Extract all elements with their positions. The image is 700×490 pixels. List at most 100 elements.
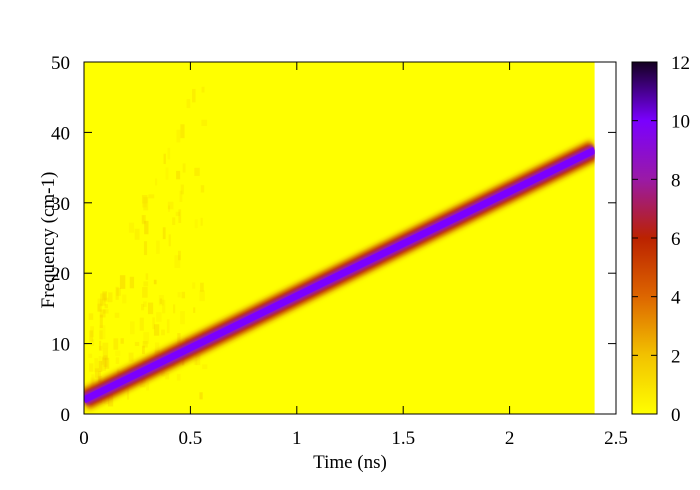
noise-cell bbox=[147, 302, 154, 315]
colorbar-tick-label: 4 bbox=[671, 288, 681, 309]
noise-cell bbox=[113, 338, 119, 350]
noise-cell bbox=[144, 220, 149, 235]
colorbar-axis: 0 2 4 6 8 10 12 bbox=[632, 53, 690, 426]
noise-cell bbox=[122, 294, 127, 304]
noise-cell bbox=[139, 377, 146, 388]
noise-cell bbox=[108, 292, 113, 303]
noise-cell bbox=[201, 119, 208, 126]
noise-cell bbox=[177, 292, 181, 298]
noise-cell bbox=[115, 286, 119, 300]
noise-cell bbox=[200, 282, 204, 292]
noise-cell bbox=[176, 170, 181, 180]
noise-cell bbox=[104, 304, 109, 309]
y-tick-label: 10 bbox=[51, 335, 70, 356]
noise-cell bbox=[99, 314, 103, 329]
noise-cell bbox=[168, 234, 171, 247]
noise-cell bbox=[154, 342, 160, 353]
noise-cell bbox=[143, 241, 148, 256]
noise-cell bbox=[89, 363, 94, 372]
noise-cell bbox=[159, 298, 163, 304]
noise-cell bbox=[182, 163, 186, 173]
y-tick-label: 20 bbox=[51, 264, 70, 285]
y-tick-label: 0 bbox=[61, 405, 71, 426]
noise-cell bbox=[90, 326, 94, 338]
noise-cell bbox=[199, 392, 203, 400]
y-axis: 0 10 20 30 40 50 bbox=[51, 53, 616, 426]
noise-cell bbox=[100, 298, 103, 307]
colorbar-tick-label: 2 bbox=[671, 346, 681, 367]
noise-cell bbox=[180, 124, 185, 139]
noise-cell bbox=[179, 190, 183, 203]
noise-cell bbox=[153, 324, 160, 336]
noise-cell bbox=[103, 297, 109, 302]
noise-cell bbox=[98, 361, 103, 372]
noise-cell bbox=[141, 214, 147, 224]
noise-cell bbox=[158, 294, 164, 306]
noise-cell bbox=[98, 371, 101, 383]
x-tick-label: 2 bbox=[505, 428, 515, 449]
noise-cell bbox=[89, 330, 94, 342]
noise-cell bbox=[143, 281, 149, 287]
noise-cell bbox=[192, 88, 196, 103]
noise-cell bbox=[97, 298, 101, 312]
noise-cell bbox=[199, 290, 205, 302]
noise-cell bbox=[146, 381, 150, 391]
noise-cell bbox=[98, 376, 103, 383]
noise-cell bbox=[91, 339, 95, 346]
noise-cell bbox=[176, 129, 181, 143]
noise-cell bbox=[128, 352, 134, 362]
noise-cell bbox=[156, 240, 160, 254]
noise-cell bbox=[141, 195, 148, 204]
noise-cell bbox=[128, 222, 135, 233]
heatmap-noise bbox=[88, 86, 208, 407]
noise-cell bbox=[99, 309, 106, 318]
noise-cell bbox=[88, 353, 93, 358]
noise-cell bbox=[134, 341, 140, 346]
noise-cell bbox=[156, 312, 162, 322]
y-tick-label: 50 bbox=[51, 53, 70, 74]
noise-cell bbox=[177, 333, 181, 345]
noise-cell bbox=[99, 325, 106, 340]
noise-cell bbox=[134, 228, 140, 240]
noise-cell bbox=[173, 304, 176, 314]
noise-cell bbox=[120, 338, 124, 344]
noise-cell bbox=[142, 287, 148, 298]
noise-cell bbox=[186, 99, 191, 109]
noise-cell bbox=[126, 388, 130, 400]
noise-cell bbox=[102, 291, 107, 301]
colorbar-tick-label: 12 bbox=[671, 53, 690, 74]
noise-cell bbox=[94, 358, 99, 372]
noise-cell bbox=[174, 255, 181, 268]
plot-area bbox=[84, 62, 595, 414]
noise-cell bbox=[116, 368, 120, 375]
noise-cell bbox=[172, 217, 176, 225]
noise-cell bbox=[143, 301, 147, 307]
noise-cell bbox=[102, 348, 109, 360]
noise-cell bbox=[102, 357, 107, 371]
noise-cell bbox=[153, 279, 157, 285]
colorbar-tick-label: 8 bbox=[671, 170, 681, 191]
noise-cell bbox=[103, 355, 108, 367]
noise-cell bbox=[165, 167, 169, 180]
noise-cell bbox=[143, 197, 149, 211]
x-tick-label: 0.5 bbox=[179, 428, 203, 449]
noise-cell bbox=[175, 211, 180, 217]
x-tick-label: 2.5 bbox=[604, 428, 628, 449]
noise-cell bbox=[141, 303, 145, 311]
noise-cell bbox=[99, 330, 103, 340]
noise-cell bbox=[90, 377, 94, 392]
noise-cell bbox=[115, 357, 120, 365]
ridge-core bbox=[84, 146, 595, 404]
noise-cell bbox=[193, 307, 196, 313]
noise-cell bbox=[142, 215, 145, 225]
noise-cell bbox=[142, 341, 148, 348]
noise-cell bbox=[154, 178, 158, 186]
noise-cell bbox=[143, 332, 150, 344]
noise-cell bbox=[115, 350, 121, 357]
x-axis: 0 0.5 1 1.5 2 2.5 bbox=[79, 62, 628, 449]
noise-cell bbox=[200, 185, 205, 193]
noise-cell bbox=[141, 345, 145, 355]
noise-cell bbox=[193, 358, 198, 366]
x-axis-label: Time (ns) bbox=[313, 452, 387, 473]
noise-cell bbox=[107, 392, 114, 407]
